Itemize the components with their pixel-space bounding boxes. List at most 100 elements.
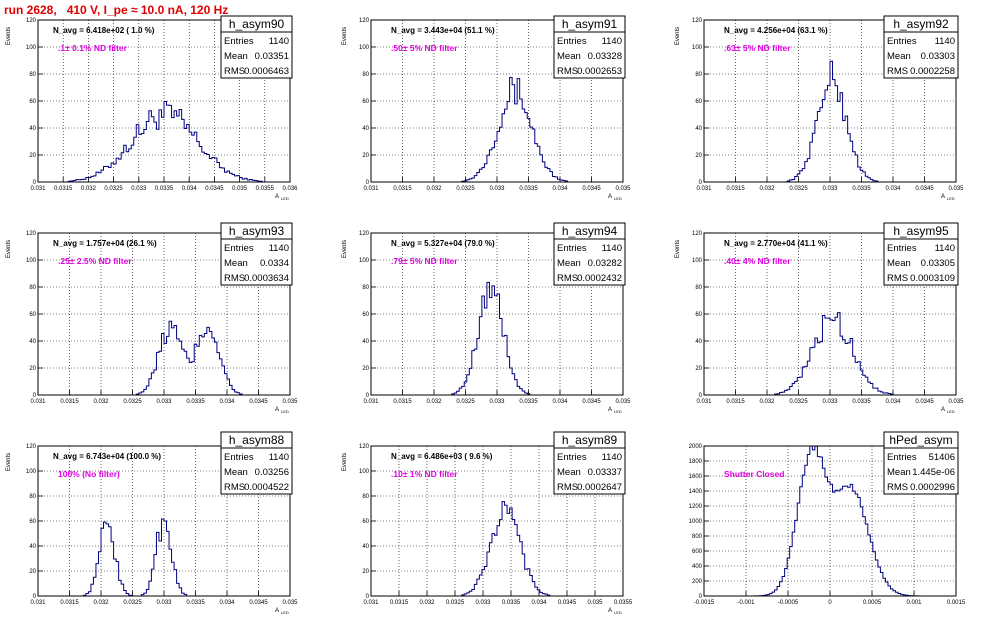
x-tick-label: 0.032 xyxy=(759,399,775,405)
x-tick-label: 0.033 xyxy=(489,186,505,192)
y-tick-label: 80 xyxy=(29,72,36,78)
y-tick-label: 60 xyxy=(29,519,36,525)
x-tick-label: 0.031 xyxy=(696,399,712,405)
x-tick-label: 0.0315 xyxy=(393,186,412,192)
panel-h_asym89: 0.031 0.0315 0.032 0.0325 0.033 0.0335 0.034 0.… xyxy=(342,431,633,615)
x-tick-label: 0.0325 xyxy=(123,399,142,405)
x-tick-label: 0.0315 xyxy=(60,600,79,606)
filter-label: .40± 4% ND filter xyxy=(724,256,791,266)
y-tick-label: 20 xyxy=(362,153,369,159)
x-tick-label: 0.031 xyxy=(363,600,379,606)
y-tick-label: 100 xyxy=(26,258,37,264)
y-tick-label: 60 xyxy=(29,312,36,318)
stats-title: h_asym92 xyxy=(893,17,949,31)
y-axis-title: Events xyxy=(342,27,348,45)
x-tick-label: 0.0345 xyxy=(915,186,934,192)
stat-value-mean: 0.03351 xyxy=(255,51,289,62)
x-axis-title: A LED xyxy=(941,407,955,414)
y-tick-label: 20 xyxy=(695,366,702,372)
y-tick-label: 600 xyxy=(692,549,703,555)
x-tick-label: 0.031 xyxy=(696,186,712,192)
panel-h_asym88: 0.031 0.0315 0.032 0.0325 0.033 0.0335 0.034 0.… xyxy=(6,431,298,615)
stats-title: h_asym93 xyxy=(229,224,285,238)
y-tick-label: 40 xyxy=(29,126,36,132)
navg-label: N_avg = 3.443e+04 (51.1 %) xyxy=(391,26,495,35)
x-tick-label: -0.0015 xyxy=(694,600,715,606)
y-tick-label: 40 xyxy=(695,339,702,345)
filter-label: .50± 5% ND filter xyxy=(391,43,458,53)
y-tick-label: 80 xyxy=(362,72,369,78)
y-tick-label: 60 xyxy=(362,519,369,525)
panel-h_asym92: 0.031 0.0315 0.032 0.0325 0.033 0.0335 0.034 0.… xyxy=(675,15,964,201)
stats-box xyxy=(883,31,959,79)
y-tick-label: 20 xyxy=(362,366,369,372)
y-tick-label: 120 xyxy=(26,444,37,450)
x-axis-subscript: LED xyxy=(614,196,622,201)
x-tick-label: 0.033 xyxy=(131,186,147,192)
x-tick-label: 0.031 xyxy=(30,399,46,405)
x-tick-label: 0.033 xyxy=(156,600,172,606)
y-tick-label: 100 xyxy=(359,45,370,51)
y-tick-label: 100 xyxy=(359,469,370,475)
stat-value-rms: 0.0004522 xyxy=(244,482,289,493)
stat-value-entries: 1140 xyxy=(602,452,622,463)
stat-label-rms: RMS xyxy=(887,482,908,493)
x-tick-label: 0.033 xyxy=(475,600,491,606)
x-tick-label: 0.0325 xyxy=(456,186,475,192)
x-tick-label: 0.001 xyxy=(906,600,922,606)
panel-h_asym91: 0.031 0.0315 0.032 0.0325 0.033 0.0335 0.034 0.… xyxy=(342,15,631,201)
x-tick-label: 0.031 xyxy=(363,399,379,405)
x-tick-label: 0.0345 xyxy=(582,399,601,405)
x-axis-title: A LED xyxy=(275,608,289,615)
x-tick-label: 0.031 xyxy=(363,186,379,192)
y-tick-label: 80 xyxy=(29,285,36,291)
y-tick-label: 60 xyxy=(362,99,369,105)
navg-label: N_avg = 4.256e+04 (63.1 %) xyxy=(724,26,828,35)
y-tick-label: 0 xyxy=(366,393,370,399)
x-axis-title: A LED xyxy=(941,194,955,201)
y-tick-label: 0 xyxy=(33,180,37,186)
x-tick-label: 0.0315 xyxy=(390,600,409,606)
x-tick-label: 0.0325 xyxy=(789,186,808,192)
y-axis-title: Events xyxy=(6,240,12,258)
y-tick-label: 20 xyxy=(29,569,36,575)
y-tick-label: 0 xyxy=(699,594,703,600)
x-axis-subscript: LED xyxy=(614,610,622,615)
stat-label-rms: RMS xyxy=(557,482,578,493)
x-tick-label: 0.0345 xyxy=(582,186,601,192)
stat-label-entries: Entries xyxy=(557,36,587,47)
x-tick-label: 0.031 xyxy=(30,186,46,192)
x-tick-label: 0.035 xyxy=(948,399,964,405)
y-tick-label: 2000 xyxy=(689,444,703,450)
x-tick-label: 0.0315 xyxy=(726,186,745,192)
stats-box xyxy=(220,238,293,286)
y-tick-label: 1000 xyxy=(689,519,703,525)
y-tick-label: 1400 xyxy=(689,489,703,495)
x-tick-label: 0.0315 xyxy=(393,399,412,405)
stats-title: h_asym91 xyxy=(562,17,618,31)
panel-h_asym95: 0.031 0.0315 0.032 0.0325 0.033 0.0335 0.034 0.… xyxy=(675,222,964,414)
stat-value-entries: 1140 xyxy=(935,243,955,254)
stats-title: h_asym90 xyxy=(229,17,285,31)
x-tick-label: 0 xyxy=(828,600,832,606)
stats-title: hPed_asym xyxy=(889,433,952,447)
x-tick-label: -0.0005 xyxy=(778,600,799,606)
stat-label-rms: RMS xyxy=(887,66,908,77)
stat-label-mean: Mean xyxy=(224,258,248,269)
x-tick-label: 0.0345 xyxy=(558,600,577,606)
stat-value-rms: 0.0002653 xyxy=(577,66,622,77)
x-tick-label: 0.0335 xyxy=(186,600,205,606)
y-axis-title: Events xyxy=(675,240,681,258)
y-tick-label: 60 xyxy=(695,99,702,105)
x-tick-label: 0.032 xyxy=(93,399,109,405)
stat-value-entries: 51406 xyxy=(929,452,955,463)
stat-label-mean: Mean xyxy=(887,467,911,478)
x-tick-label: 0.0335 xyxy=(852,186,871,192)
stat-value-entries: 1140 xyxy=(602,36,622,47)
x-tick-label: 0.0325 xyxy=(123,600,142,606)
y-axis-title: Events xyxy=(6,453,12,471)
panel-hPed_asym: -0.0015 -0.001 -0.0005 0 0.0005 0.001 0.0015 0 2… xyxy=(689,431,966,606)
x-axis-subscript: LED xyxy=(947,409,955,414)
x-tick-label: 0.034 xyxy=(219,600,235,606)
x-tick-label: 0.0315 xyxy=(60,399,79,405)
